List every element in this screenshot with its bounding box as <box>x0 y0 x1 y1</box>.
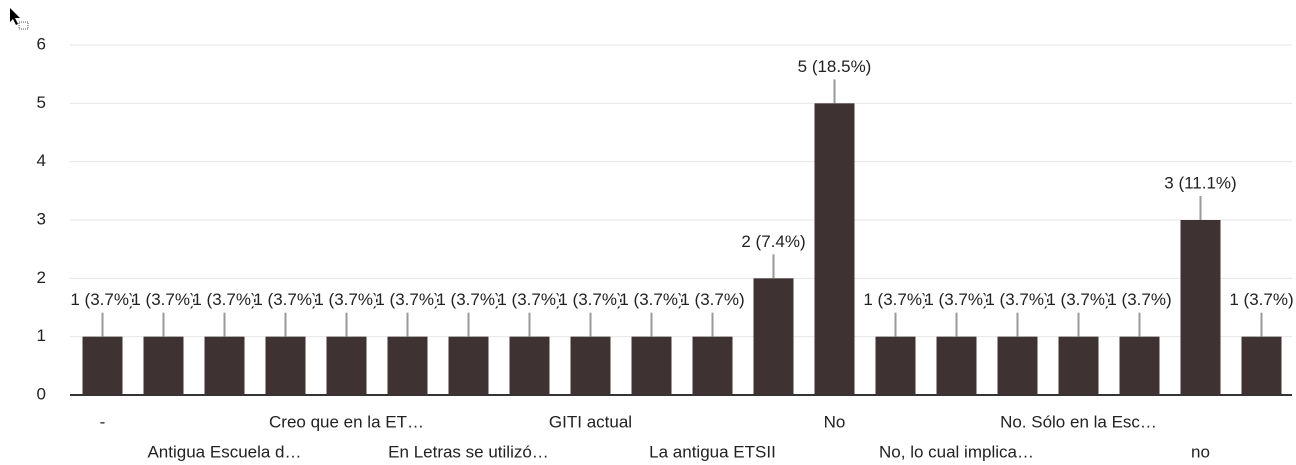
data-label: 1 (3.7%) <box>619 290 683 309</box>
data-label: 1 (3.7%) <box>680 290 744 309</box>
data-label: 1 (3.7%) <box>924 290 988 309</box>
x-tick-label: Antigua Escuela d… <box>147 442 301 461</box>
y-tick-label: 0 <box>37 384 46 403</box>
data-label: 1 (3.7%) <box>253 290 317 309</box>
bar <box>143 336 184 395</box>
y-tick-label: 5 <box>37 93 46 112</box>
data-label: 2 (7.4%) <box>741 232 805 251</box>
bar <box>204 336 245 395</box>
bar <box>814 103 855 395</box>
y-tick-label: 4 <box>37 151 46 170</box>
bar <box>448 336 489 395</box>
data-label: 1 (3.7%) <box>497 290 561 309</box>
bar <box>753 278 794 395</box>
data-label: 1 (3.7%) <box>131 290 195 309</box>
bar <box>692 336 733 395</box>
y-tick-label: 2 <box>37 268 46 287</box>
data-label: 1 (3.7%) <box>1107 290 1171 309</box>
data-label: 1 (3.7%) <box>985 290 1049 309</box>
bar <box>387 336 428 395</box>
data-label: 1 (3.7%) <box>863 290 927 309</box>
data-label: 1 (3.7%) <box>1046 290 1110 309</box>
bar <box>326 336 367 395</box>
bar <box>509 336 550 395</box>
y-tick-label: 6 <box>37 34 46 53</box>
bar <box>570 336 611 395</box>
data-label: 1 (3.7%) <box>436 290 500 309</box>
bar <box>1119 336 1160 395</box>
bar <box>1180 220 1221 395</box>
data-label: 1 (3.7%) <box>1229 290 1293 309</box>
data-label: 1 (3.7%) <box>192 290 256 309</box>
x-tick-label: GITI actual <box>549 412 632 431</box>
bar <box>265 336 306 395</box>
x-tick-label: La antigua ETSII <box>649 442 776 461</box>
bar <box>1241 336 1282 395</box>
x-tick-label: No, lo cual implica… <box>879 442 1034 461</box>
x-tick-label: No. Sólo en la Esc… <box>1000 412 1157 431</box>
data-label: 1 (3.7%) <box>70 290 134 309</box>
bar <box>631 336 672 395</box>
data-label: 5 (18.5%) <box>798 57 872 76</box>
bar <box>997 336 1038 395</box>
x-tick-label: En Letras se utilizó… <box>388 442 549 461</box>
data-label: 3 (11.1%) <box>1164 173 1236 192</box>
x-tick-label: Creo que en la ET… <box>269 412 424 431</box>
x-tick-label: - <box>100 412 106 431</box>
data-label: 1 (3.7%) <box>558 290 622 309</box>
bar <box>82 336 123 395</box>
data-label: 1 (3.7%) <box>314 290 378 309</box>
x-tick-label: no <box>1191 442 1210 461</box>
data-label: 1 (3.7%) <box>375 290 439 309</box>
bar <box>875 336 916 395</box>
bar <box>936 336 977 395</box>
cursor <box>10 8 29 30</box>
x-tick-label: No <box>824 412 846 431</box>
y-tick-label: 1 <box>37 326 46 345</box>
bar <box>1058 336 1099 395</box>
y-tick-label: 3 <box>37 209 46 228</box>
